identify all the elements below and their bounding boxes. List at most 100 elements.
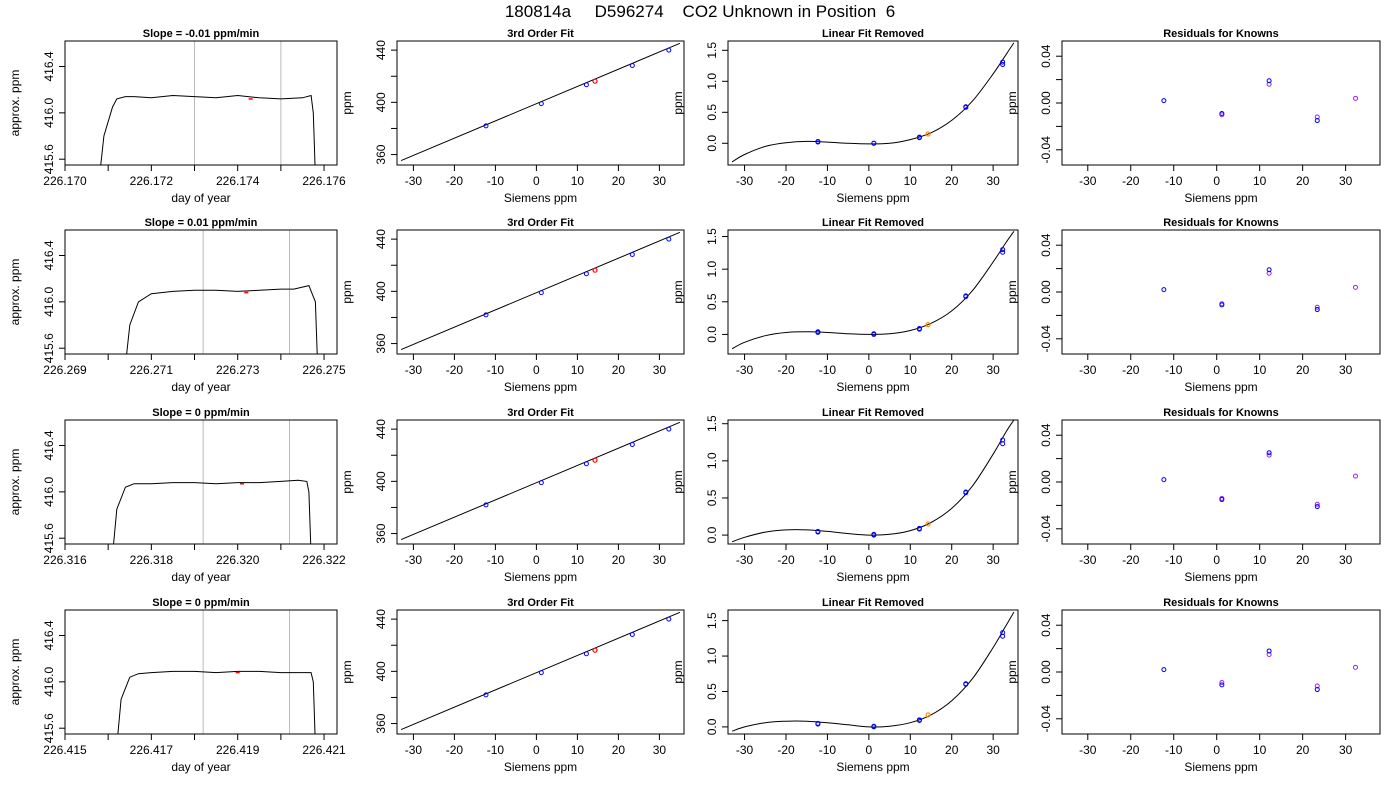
x-tick-label: 20: [945, 363, 959, 377]
x-tick-label: 0: [533, 743, 540, 757]
x-tick-label: 226.419: [216, 743, 260, 757]
x-tick-label: -10: [1165, 743, 1183, 757]
x-tick-label: 30: [653, 174, 667, 188]
known-point: [871, 140, 877, 146]
y-tick-label: 360: [374, 144, 388, 164]
y-tick-label: 0.0: [705, 135, 719, 152]
known-point: [1314, 501, 1320, 507]
x-tick-label: 30: [1339, 363, 1353, 377]
x-tick-label: -30: [1079, 553, 1097, 567]
plot-frame: [1061, 40, 1381, 166]
known-point: [815, 139, 821, 145]
x-tick-label: 226.417: [130, 743, 174, 757]
x-tick-label: 226.176: [302, 174, 346, 188]
y-axis-label: approx. ppm: [8, 639, 22, 706]
x-tick-label: 0: [533, 174, 540, 188]
known-point: [1266, 648, 1272, 654]
y-tick-label: 416.0: [42, 477, 56, 507]
known-point: [815, 329, 821, 335]
known-point: [1314, 307, 1320, 313]
x-tick-label: 20: [1296, 553, 1310, 567]
y-tick-label: -0.04: [1039, 325, 1053, 353]
y-tick-label: 0.04: [1039, 613, 1053, 637]
x-tick-label: 20: [612, 553, 626, 567]
y-axis-label: ppm: [671, 280, 685, 303]
y-tick-label: 1.5: [705, 415, 719, 432]
x-tick-label: 20: [612, 363, 626, 377]
x-tick-label: -10: [1165, 553, 1183, 567]
known-point: [1161, 477, 1167, 483]
unknown-point: [592, 457, 598, 463]
known-point: [583, 82, 589, 88]
fit-curve: [731, 231, 1015, 350]
y-tick-label: -0.04: [1039, 705, 1053, 733]
x-tick-label: 30: [986, 553, 1000, 567]
plot-frame: [727, 40, 1019, 166]
plot-frame: [396, 40, 685, 166]
time-series-line: [100, 94, 316, 165]
known-point: [963, 104, 969, 110]
x-tick-label: 10: [904, 174, 918, 188]
y-tick-label: -0.04: [1039, 515, 1053, 543]
x-tick-label: -10: [819, 363, 837, 377]
known-point: [629, 632, 635, 638]
known-point: [629, 63, 635, 69]
y-tick-label: 400: [374, 281, 388, 301]
known-point: [1000, 249, 1006, 255]
plot-frame: [64, 229, 338, 355]
x-tick-label: 226.273: [216, 363, 260, 377]
y-axis-label: ppm: [1005, 280, 1019, 303]
x-axis-label: day of year: [171, 570, 230, 584]
x-tick-label: 20: [945, 553, 959, 567]
known-point: [1266, 267, 1272, 273]
time-series-line: [113, 479, 312, 544]
x-tick-label: -20: [777, 743, 795, 757]
x-tick-label: 20: [1296, 363, 1310, 377]
x-tick-label: -10: [1165, 174, 1183, 188]
x-axis-label: Siemens ppm: [1184, 191, 1257, 205]
plot-frame: [1061, 609, 1381, 735]
x-axis-label: Siemens ppm: [504, 380, 577, 394]
y-tick-label: 0.0: [705, 526, 719, 543]
known-point: [538, 480, 544, 486]
x-tick-label: 0: [1213, 363, 1220, 377]
y-axis-label: approx. ppm: [8, 449, 22, 516]
x-tick-label: 226.170: [43, 174, 87, 188]
x-tick-label: 0: [866, 363, 873, 377]
x-tick-label: 30: [653, 363, 667, 377]
x-axis-label: Siemens ppm: [504, 191, 577, 205]
known-point: [538, 101, 544, 107]
x-tick-label: -30: [736, 363, 754, 377]
plot-title: Residuals for Knowns: [1163, 597, 1279, 609]
x-tick-label: -20: [1122, 174, 1140, 188]
known-point: [1161, 667, 1167, 673]
unknown-point: [925, 521, 931, 527]
y-tick-label: 416.0: [42, 667, 56, 697]
known-point: [871, 531, 877, 537]
known-point: [963, 293, 969, 299]
x-tick-label: 20: [945, 743, 959, 757]
x-axis-label: day of year: [171, 760, 230, 774]
x-tick-label: 10: [1253, 743, 1267, 757]
known-point: [1161, 287, 1167, 293]
x-tick-label: 0: [866, 743, 873, 757]
plot-title: Slope = -0.01 ppm/min: [143, 28, 260, 40]
known-point: [666, 47, 672, 53]
y-tick-label: 415.6: [42, 333, 56, 363]
x-axis-label: day of year: [171, 191, 230, 205]
y-axis-label: ppm: [340, 470, 354, 493]
x-axis-label: Siemens ppm: [504, 760, 577, 774]
x-tick-label: -30: [1079, 743, 1097, 757]
x-tick-label: -10: [487, 743, 505, 757]
known-point: [1314, 304, 1320, 310]
y-tick-label: 0.5: [705, 489, 719, 506]
y-tick-label: 0.5: [705, 683, 719, 700]
x-tick-label: 10: [571, 174, 585, 188]
unknown-point: [592, 647, 598, 653]
plot-title: 3rd Order Fit: [507, 217, 574, 229]
plot-frame: [396, 419, 685, 545]
plot-title: Residuals for Knowns: [1163, 28, 1279, 40]
y-tick-label: 0.00: [1039, 660, 1053, 684]
x-tick-label: 0: [1213, 553, 1220, 567]
